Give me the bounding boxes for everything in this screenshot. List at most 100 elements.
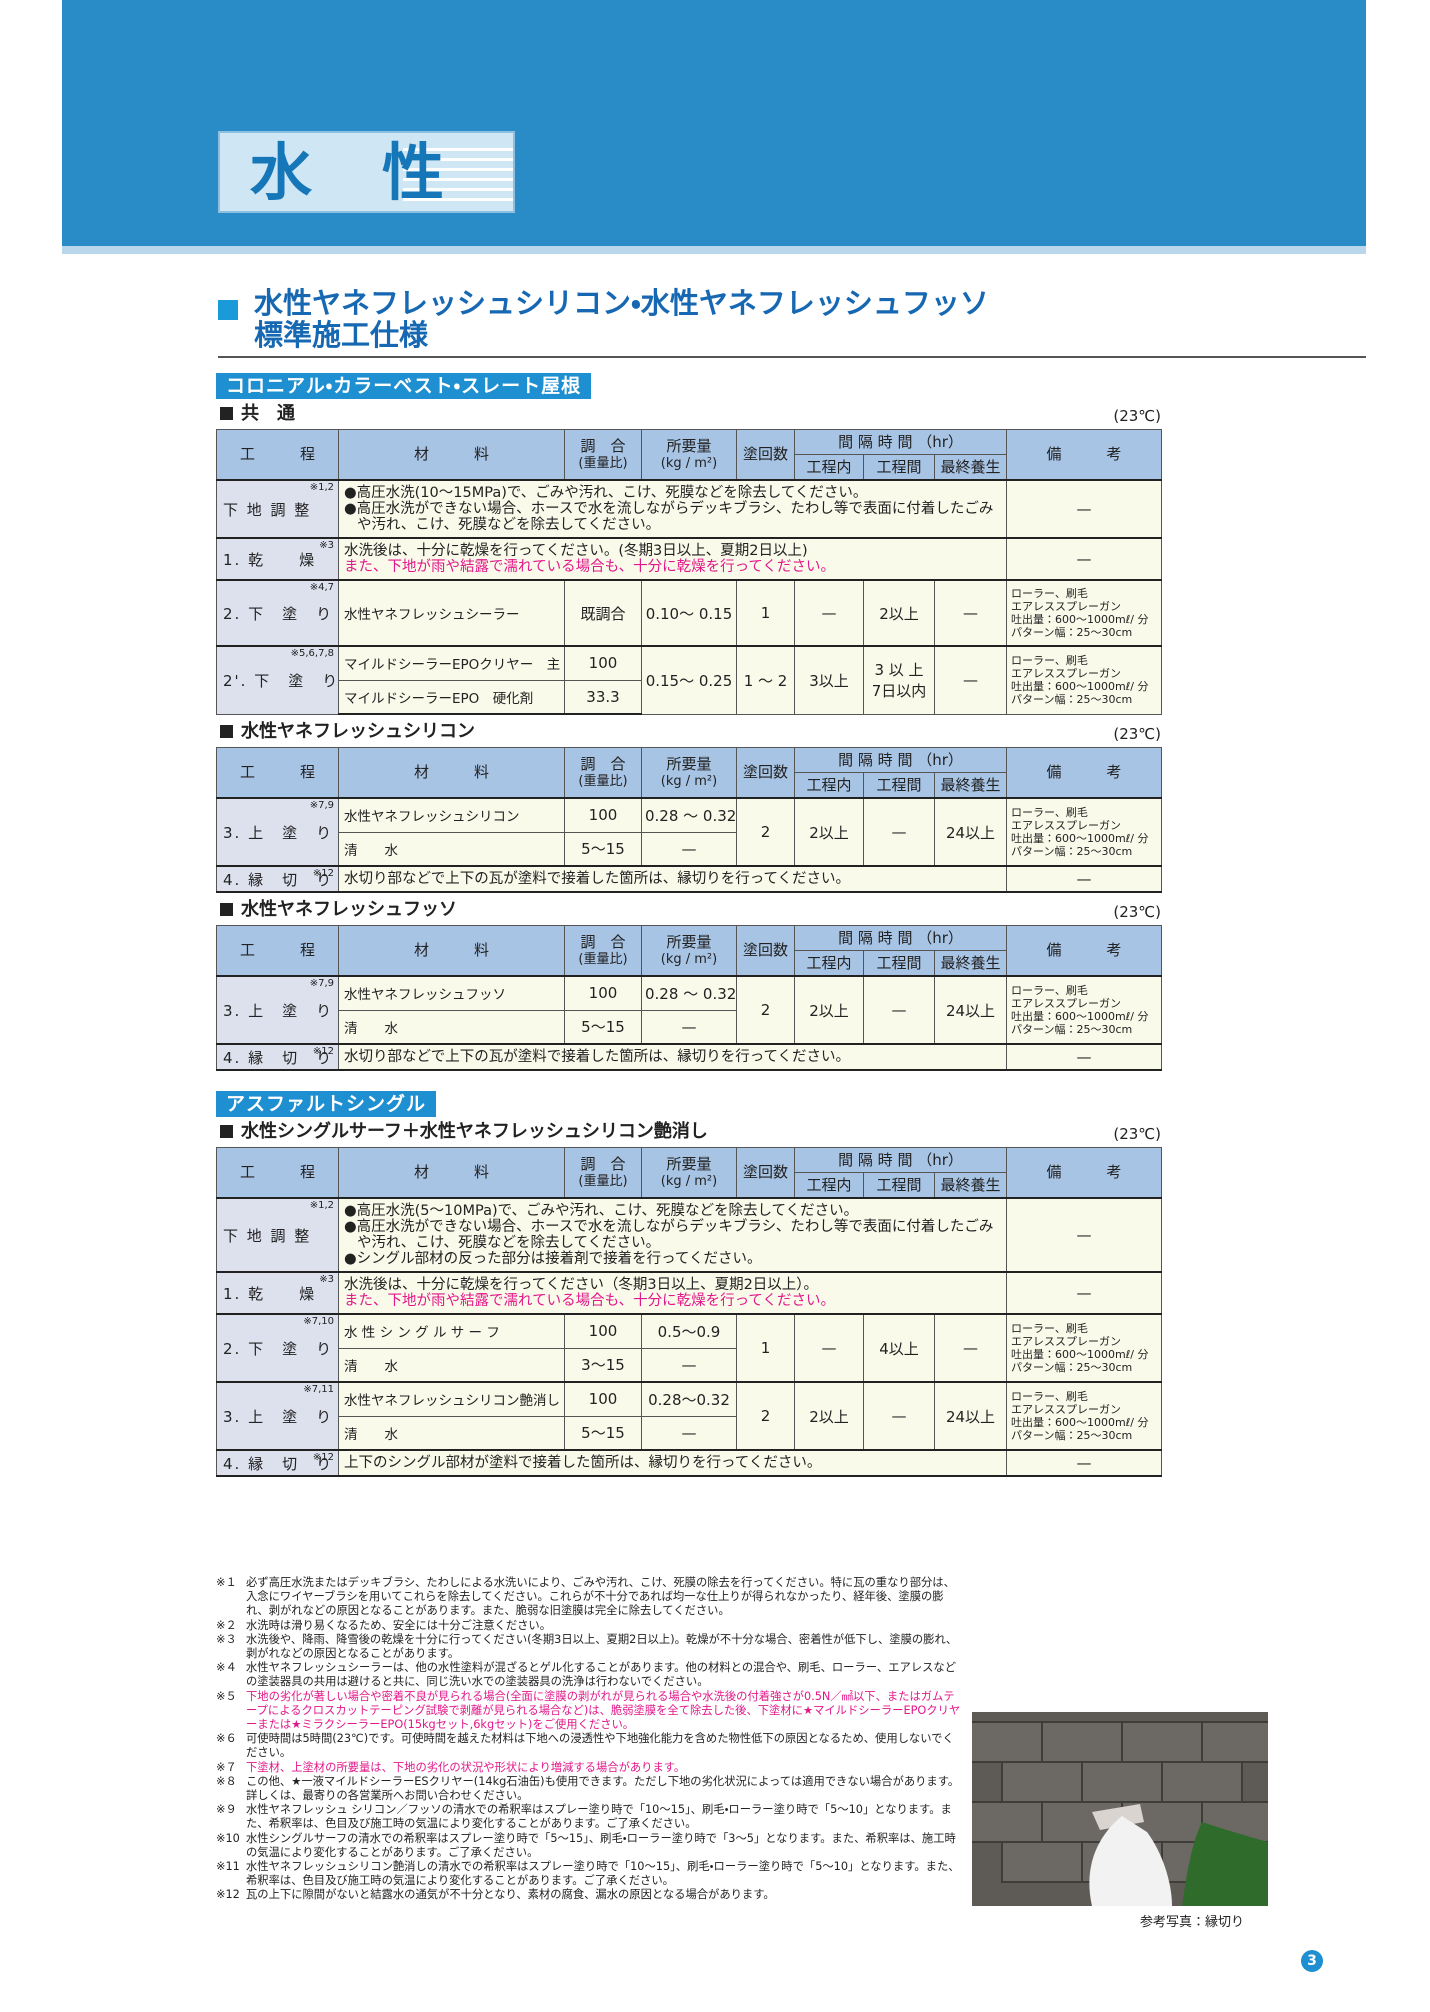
remarks: —	[1006, 1449, 1163, 1477]
step-note: ※7,9	[309, 978, 334, 989]
title-marker	[220, 407, 233, 420]
table-title: 水性ヤネフレッシュシリコン (23℃)	[216, 717, 1161, 747]
header-unit: (kg / m²)	[660, 455, 718, 471]
amount: —	[641, 1009, 737, 1045]
step-label: 3. 上 塗 り	[223, 1407, 334, 1426]
title-stripes	[403, 141, 513, 205]
spec-row: ※3 1. 乾 燥水洗後は、十分に乾燥を行ってください。(冬期3日以上、夏期2日以…	[216, 537, 1163, 581]
footnote: ※10 水性シングルサーフの清水での希釈率はスプレー塗り時で「5～15」、刷毛・ロ…	[216, 1832, 964, 1860]
step-note: ※3	[319, 540, 334, 551]
amount: 0.28 ～ 0.32	[641, 975, 737, 1011]
material: 水性ヤネフレッシュシーラー	[338, 579, 565, 647]
footnote-text: 水洗後や、降雨、降雪後の乾燥を十分に行ってください(冬期3日以上、夏期2日以上)…	[246, 1632, 958, 1661]
coats: 1	[736, 579, 795, 647]
step-label: 3. 上 塗 り	[223, 1001, 334, 1020]
header-cell: 間 隔 時 間 （hr）	[793, 925, 1008, 951]
step-label: 2. 下 塗 り	[223, 1339, 334, 1358]
footnote-mark: ※１	[216, 1576, 237, 1589]
description-line: 水切り部などで上下の瓦が塗料で接着した箇所は、縁切りを行ってください。	[344, 1049, 851, 1065]
header-row: 工程内 工程間 最終養生	[217, 454, 1162, 481]
step-cell: ※12 4. 縁 切 り	[216, 1043, 339, 1071]
remarks-line: エアレススプレーガン	[1011, 819, 1122, 832]
remarks-line: ローラー、刷毛	[1011, 806, 1088, 819]
footnote-mark: ※10	[216, 1831, 240, 1845]
section-label: コロニアル・カラーベスト・スレート屋根	[216, 373, 592, 399]
header-cell: 工程間	[863, 772, 935, 799]
material: 水性ヤネフレッシュフッソ	[338, 975, 565, 1011]
title-marker	[220, 1125, 233, 1138]
amount: 0.28～0.32	[641, 1381, 737, 1417]
mix: 5～15	[564, 831, 642, 867]
amount: 0.15～ 0.25	[641, 645, 737, 715]
footnote: ※３ 水洗後や、降雨、降雪後の乾燥を十分に行ってください(冬期3日以上、夏期2日以…	[216, 1633, 964, 1661]
header-cell: 塗回数	[736, 429, 795, 481]
header-cell: 工程間	[863, 1172, 935, 1199]
spec-row: ※12 4. 縁 切 り水切り部などで上下の瓦が塗料で接着した箇所は、縁切りを行っ…	[216, 865, 1163, 893]
header-cell: 工程内	[794, 950, 864, 977]
spec-content: コロニアル・カラーベスト・スレート屋根共 通 (23℃) 工 程材 料調 合 (重量比…	[216, 373, 1163, 1479]
step-cell: ※7,9 3. 上 塗 り	[216, 797, 339, 867]
header-unit: (重量比)	[578, 773, 628, 789]
final: 24以上	[933, 797, 1008, 867]
step-label: 4. 縁 切 り	[223, 1048, 334, 1067]
remarks: ローラー、刷毛 エアレススプレーガン 吐出量：600～1000mℓ/ 分パターン幅：…	[1006, 1381, 1163, 1451]
table-title: 共 通 (23℃)	[216, 399, 1161, 429]
final: 24以上	[933, 975, 1008, 1045]
table-title-text: 水性シングルサーフ＋水性ヤネフレッシュシリコン艶消し	[241, 1121, 708, 1142]
header-unit: (kg / m²)	[660, 951, 718, 967]
between: —	[863, 975, 935, 1045]
mix: 5～15	[564, 1009, 642, 1045]
footnote: ※５ 下地の劣化が著しい場合や密着不良が見られる場合(全面に塗膜の剥がれが見られる…	[216, 1690, 964, 1733]
step-cell: ※1,2 下 地 調 整	[216, 1197, 339, 1273]
header-cell: 間 隔 時 間 （hr）	[793, 1147, 1008, 1173]
footnote-text: 水性ヤネフレッシュシーラーは、他の水性塗料が混ざるとゲル化することがあります。他…	[246, 1661, 957, 1689]
temperature: (23℃)	[1113, 407, 1161, 425]
coats: 2	[736, 1381, 795, 1451]
temperature: (23℃)	[1113, 725, 1161, 743]
footnote-text: 必ず高圧水洗またはデッキブラシ、たわしによる水洗いにより、ごみや汚れ、こけ、死膜…	[246, 1576, 955, 1618]
between: 2以上	[863, 579, 935, 647]
amount: —	[641, 831, 737, 867]
spec-row: ※7,11 3. 上 塗 り水性ヤネフレッシュシリコン艶消し 100 0.28～0.3…	[216, 1381, 1163, 1451]
remarks: —	[1006, 479, 1163, 539]
material: 清 水	[338, 831, 565, 867]
spec-row: ※3 1. 乾 燥水洗後は、十分に乾燥を行ってください（冬期3日以上、夏期2日以上…	[216, 1271, 1163, 1315]
footnote-text: 瓦の上下に隙間がないと結露水の通気が不十分となり、素材の腐食、漏水の原因となる場…	[246, 1888, 775, 1902]
coats: 2	[736, 797, 795, 867]
remarks-line: ローラー、刷毛	[1011, 984, 1088, 997]
footnote-mark: ※11	[216, 1860, 240, 1874]
mix: 100	[564, 975, 642, 1011]
description: 水切り部などで上下の瓦が塗料で接着した箇所は、縁切りを行ってください。	[337, 1043, 1008, 1071]
step-cell: ※7,10 2. 下 塗 り	[216, 1313, 339, 1383]
material: 清 水	[338, 1347, 565, 1383]
header-cell: 材 料	[338, 925, 565, 977]
footnote-warning: 下塗材、上塗材の所要量は、下地の劣化の状況や形状により増減する場合があります。	[246, 1760, 686, 1774]
header-cell: 備 考	[1006, 429, 1163, 481]
remarks-line: 吐出量：600～1000mℓ/ 分	[1011, 613, 1149, 626]
header-cell: 備 考	[1006, 925, 1163, 977]
footnote-text: 水性ヤネフレッシュ シリコン／フッソの清水での希釈率はスプレー塗り時で「10～1…	[246, 1803, 952, 1831]
table-title: 水性ヤネフレッシュフッソ (23℃)	[216, 895, 1161, 925]
warning-line: また、下地が雨や結露で濡れている場合も、十分に乾燥を行ってください。	[344, 559, 835, 575]
remarks-line: 吐出量：600～1000mℓ/ 分	[1011, 1010, 1149, 1023]
final: —	[933, 1313, 1008, 1383]
within: —	[794, 1313, 864, 1383]
table-title-text: 水性ヤネフレッシュシリコン	[241, 721, 475, 742]
between: 3 以 上 7日以内	[863, 645, 935, 715]
section-label: アスファルトシングル	[216, 1091, 437, 1117]
material: マイルドシーラーEPO 硬化剤	[338, 679, 565, 715]
photo-caption: 参考写真：縁切り	[1140, 1915, 1245, 1930]
header-unit: (kg / m²)	[660, 773, 718, 789]
footnote-mark: ※２	[216, 1618, 237, 1632]
header-cell: 所要量 (kg / m²)	[641, 925, 737, 977]
description-line: ●高圧水洗(10～15MPa)で、ごみや汚れ、こけ、死膜などを除去してください。	[344, 485, 868, 501]
header-cell: 最終養生	[933, 1172, 1008, 1199]
footnote-text: 水洗時は滑り易くなるため、安全には十分ご注意ください。	[246, 1618, 552, 1632]
header-cell: 所要量 (kg / m²)	[641, 429, 737, 481]
spec-table: 工 程材 料調 合 (重量比) 所要量 (kg / m²) 塗回数間 隔 時 間 （hr…	[216, 747, 1163, 893]
description-line: ●高圧水洗ができない場合、ホースで水を流しながらデッキブラシ、たわし等で表面に付…	[344, 501, 994, 533]
remarks: ローラー、刷毛 エアレススプレーガン 吐出量：600～1000mℓ/ 分パターン幅：…	[1006, 975, 1163, 1045]
step-label: 2'. 下 塗 り	[223, 671, 339, 690]
spec-row: ※5,6,7,8 2'. 下 塗 りマイルドシーラーEPOクリヤー 主 剤 100 0…	[216, 645, 1163, 715]
step-label: 4. 縁 切 り	[223, 870, 334, 889]
